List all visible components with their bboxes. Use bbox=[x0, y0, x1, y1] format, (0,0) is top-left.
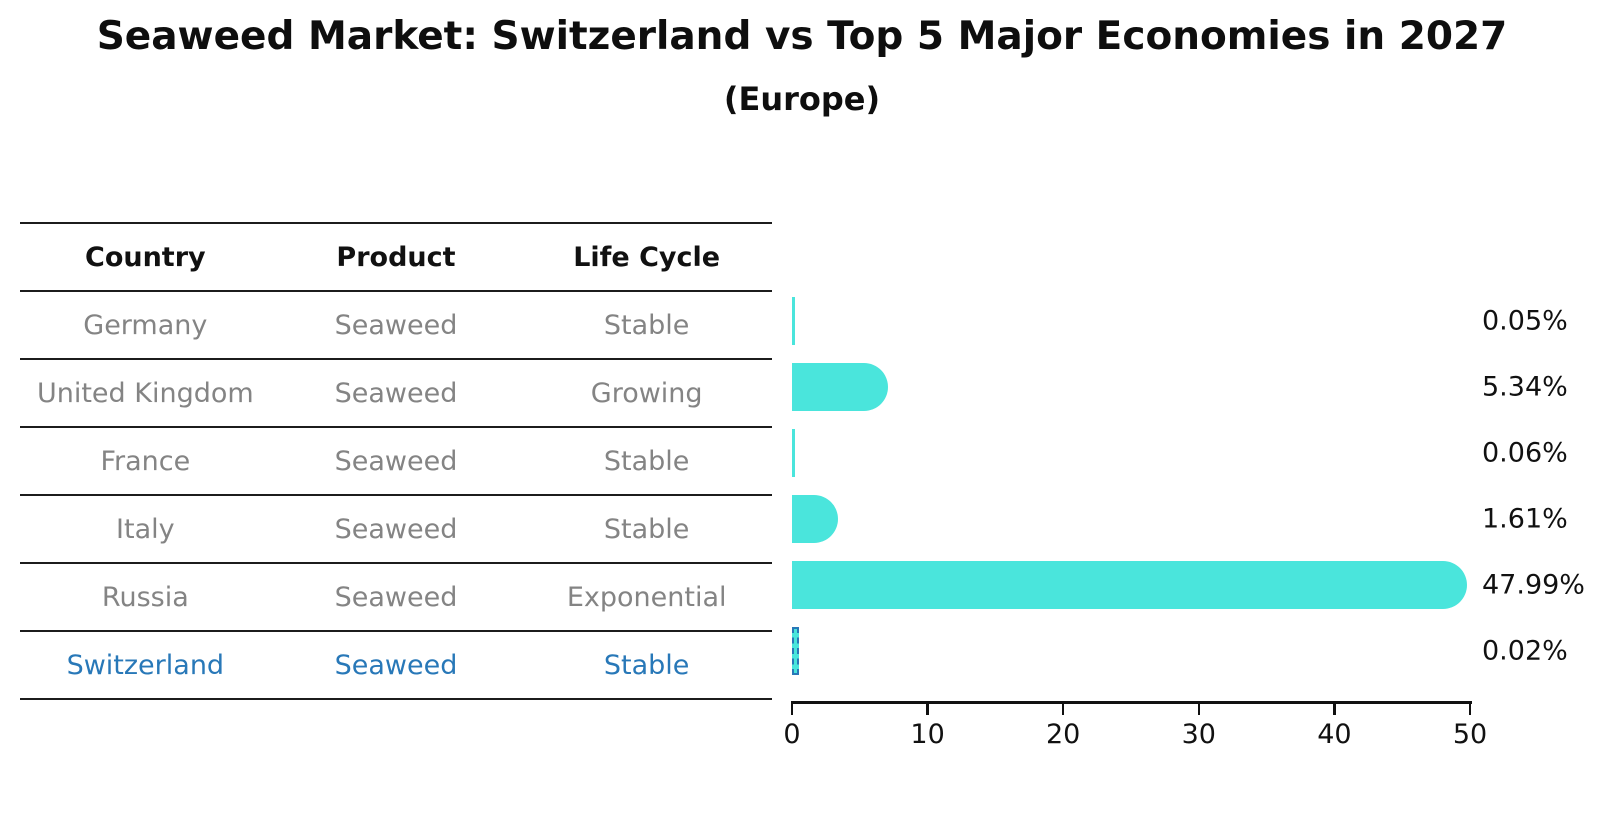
chart-title: Seaweed Market: Switzerland vs Top 5 Maj… bbox=[96, 14, 1508, 59]
table-cell-country: Germany bbox=[83, 309, 208, 341]
x-tick-mark bbox=[790, 703, 794, 715]
table-body: Germany Seaweed Stable United Kingdom Seawee… bbox=[20, 292, 772, 700]
bar-germany bbox=[792, 297, 795, 345]
table-cell-country: Italy bbox=[116, 513, 175, 545]
x-tick-label: 10 bbox=[910, 719, 945, 750]
table-cell-product: Seaweed bbox=[334, 309, 458, 341]
bar-value-label: 0.02% bbox=[1482, 635, 1568, 667]
table-cell-lifecycle: Stable bbox=[603, 445, 690, 477]
x-tick-mark bbox=[1197, 703, 1201, 715]
table-header-row: Country Product Life Cycle bbox=[20, 222, 772, 292]
table-cell-product: Seaweed bbox=[334, 377, 458, 409]
x-tick-label: 30 bbox=[1181, 719, 1216, 750]
table-cell-country: France bbox=[100, 445, 191, 477]
table-cell-product: Seaweed bbox=[334, 513, 458, 545]
bar-value-label: 0.05% bbox=[1482, 305, 1568, 337]
bar-france bbox=[792, 429, 795, 477]
table-cell-product: Seaweed bbox=[334, 445, 458, 477]
x-tick-mark bbox=[926, 703, 929, 715]
table-cell-product: Seaweed bbox=[334, 649, 458, 681]
table-row: France Seaweed Stable bbox=[20, 428, 772, 496]
table-cell-lifecycle: Growing bbox=[590, 377, 703, 409]
bar-russia bbox=[792, 561, 1467, 609]
table-cell-lifecycle: Stable bbox=[603, 513, 690, 545]
table-header-lifecycle: Life Cycle bbox=[573, 241, 721, 273]
table-row: Russia Seaweed Exponential bbox=[20, 564, 772, 632]
table-cell-lifecycle: Exponential bbox=[566, 581, 727, 613]
bar-value-label: 0.06% bbox=[1482, 437, 1568, 469]
bar-italy bbox=[792, 495, 838, 543]
table-row: United Kingdom Seaweed Growing bbox=[20, 360, 772, 428]
x-tick-label: 20 bbox=[1046, 719, 1081, 750]
country-table: Country Product Life Cycle Germany Seawee… bbox=[20, 222, 772, 700]
bar-switzerland bbox=[792, 627, 799, 675]
x-tick-label: 50 bbox=[1452, 719, 1488, 750]
table-header-product: Product bbox=[336, 241, 456, 273]
bar-chart: 0 10 20 30 40 50 bbox=[783, 222, 1487, 762]
x-tick-label: 0 bbox=[783, 719, 801, 750]
table-cell-lifecycle: Stable bbox=[603, 649, 690, 681]
table-cell-country: Russia bbox=[101, 581, 189, 613]
x-tick-mark bbox=[1468, 703, 1472, 715]
table-row: Germany Seaweed Stable bbox=[20, 292, 772, 360]
table-cell-lifecycle: Stable bbox=[603, 309, 690, 341]
bar-value-label: 1.61% bbox=[1482, 503, 1568, 535]
x-tick-label: 40 bbox=[1317, 719, 1352, 750]
table-cell-country: Switzerland bbox=[66, 649, 225, 681]
x-tick-mark bbox=[1061, 703, 1065, 715]
bar-united-kingdom bbox=[792, 363, 889, 411]
chart-subtitle: (Europe) bbox=[723, 80, 881, 118]
x-axis-line bbox=[791, 701, 1472, 704]
table-row: Switzerland Seaweed Stable bbox=[20, 632, 772, 700]
x-tick-mark bbox=[1333, 703, 1336, 715]
bar-value-label: 5.34% bbox=[1482, 371, 1568, 403]
table-cell-country: United Kingdom bbox=[36, 377, 254, 409]
table-cell-product: Seaweed bbox=[334, 581, 458, 613]
table-row: Italy Seaweed Stable bbox=[20, 496, 772, 564]
table-header-country: Country bbox=[85, 241, 206, 273]
bar-value-label: 47.99% bbox=[1482, 569, 1585, 601]
